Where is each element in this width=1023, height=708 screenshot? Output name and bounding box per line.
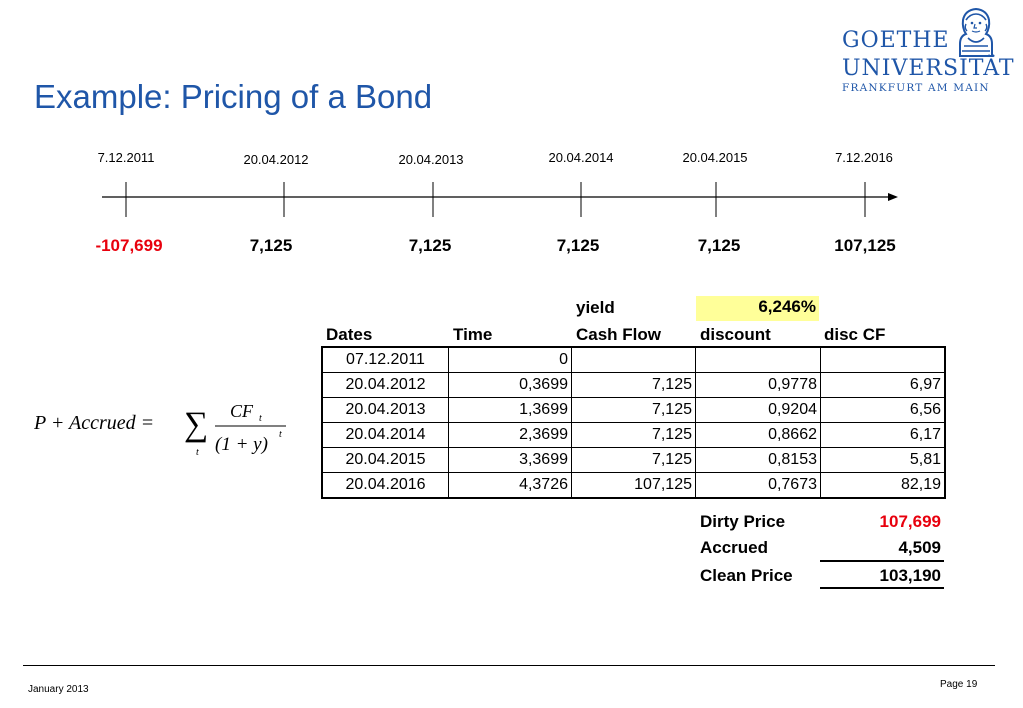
table-row: 20.04.2016 4,3726 107,125 0,7673 82,19 [321,472,946,499]
timeline-date: 20.04.2013 [398,152,464,167]
timeline-amount: 107,125 [834,236,896,255]
timeline-amount: 7,125 [249,236,293,255]
formula-numerator: CF [230,401,254,421]
logo-text-frankfurt: FRANKFURT AM MAIN [842,82,990,94]
cell-date: 20.04.2013 [321,397,449,423]
cell-time: 0 [448,346,572,373]
cashflow-timeline [102,182,898,217]
cell-date: 20.04.2016 [321,472,449,499]
cell-discount: 0,9204 [695,397,821,423]
timeline-date: 20.04.2014 [548,150,614,165]
timeline-amount: 7,125 [556,236,600,255]
summary-divider [820,560,944,562]
logo-text-goethe: GOETHE [842,28,950,53]
cell-time: 3,3699 [448,447,572,473]
cell-cash-flow: 7,125 [571,372,696,398]
cell-time: 4,3726 [448,472,572,499]
clean-price-value: 103,190 [879,566,941,585]
timeline-arrowhead [888,193,898,201]
formula-denominator: (1 + y) [215,434,268,455]
cell-discount: 0,8662 [695,422,821,448]
slide-title: Example: Pricing of a Bond [34,78,433,115]
table-row: 20.04.2015 3,3699 7,125 0,8153 5,81 [321,447,946,473]
column-header-time: Time [453,325,493,344]
footer-divider [23,665,995,666]
cell-cash-flow [571,346,696,373]
column-header-dates: Dates [326,325,373,344]
yield-label: yield [576,298,615,317]
cell-discount [695,346,821,373]
dirty-price-value: 107,699 [879,512,941,531]
footer-date: January 2013 [28,684,89,695]
formula-sum-symbol: ∑ [184,406,208,443]
cell-cash-flow: 7,125 [571,422,696,448]
column-header-cash-flow: Cash Flow [576,325,662,344]
logo-text-universitaet: UNIVERSITÄT [842,56,1015,81]
accrued-value: 4,509 [898,538,941,557]
dirty-price-label: Dirty Price [700,512,786,531]
timeline-date: 20.04.2012 [243,152,309,167]
timeline-date: 7.12.2011 [97,150,155,165]
cell-time: 0,3699 [448,372,572,398]
formula-sum-index: t [196,447,199,458]
cell-disc-cf: 6,97 [820,372,946,398]
cell-disc-cf [820,346,946,373]
bond-cashflow-table: 07.12.2011 0 20.04.2012 0,3699 7,125 0,9… [321,346,946,499]
cell-cash-flow: 7,125 [571,397,696,423]
cell-disc-cf: 6,17 [820,422,946,448]
yield-highlight: 6,246% [696,296,819,321]
cell-discount: 0,7673 [695,472,821,499]
cell-cash-flow: 7,125 [571,447,696,473]
cell-time: 2,3699 [448,422,572,448]
summary-underline [820,587,944,589]
page-number: Page 19 [940,679,978,690]
timeline-date: 7.12.2016 [835,150,893,165]
cell-date: 20.04.2014 [321,422,449,448]
goethe-portrait-icon [959,7,993,57]
cell-discount: 0,8153 [695,447,821,473]
cell-time: 1,3699 [448,397,572,423]
table-row: 20.04.2014 2,3699 7,125 0,8662 6,17 [321,422,946,448]
table-row: 20.04.2012 0,3699 7,125 0,9778 6,97 [321,372,946,398]
cell-disc-cf: 6,56 [820,397,946,423]
yield-value: 6,246% [758,297,816,316]
column-header-disc-cf: disc CF [824,325,886,344]
formula-numerator-sub: t [259,413,262,424]
cell-disc-cf: 82,19 [820,472,946,499]
timeline-amount-negative: -107,699 [95,236,163,255]
formula-denominator-exp: t [279,429,282,440]
timeline-amount: 7,125 [697,236,741,255]
university-logo: GOETHE UNIVERSITÄT FRANKFURT AM MAIN [842,6,1015,98]
cell-date: 07.12.2011 [321,346,449,373]
cell-date: 20.04.2012 [321,372,449,398]
column-header-discount: discount [700,325,771,344]
accrued-label: Accrued [700,538,769,557]
cell-date: 20.04.2015 [321,447,449,473]
timeline-amount: 7,125 [408,236,452,255]
timeline-date: 20.04.2015 [682,150,748,165]
bond-price-formula: P + Accrued = ∑ t CF t (1 + y) t [33,395,294,465]
formula-lhs: P + Accrued = [34,412,154,434]
cell-cash-flow: 107,125 [571,472,696,499]
table-row: 20.04.2013 1,3699 7,125 0,9204 6,56 [321,397,946,423]
cell-disc-cf: 5,81 [820,447,946,473]
cell-discount: 0,9778 [695,372,821,398]
table-row: 07.12.2011 0 [321,346,946,373]
clean-price-label: Clean Price [700,566,793,585]
